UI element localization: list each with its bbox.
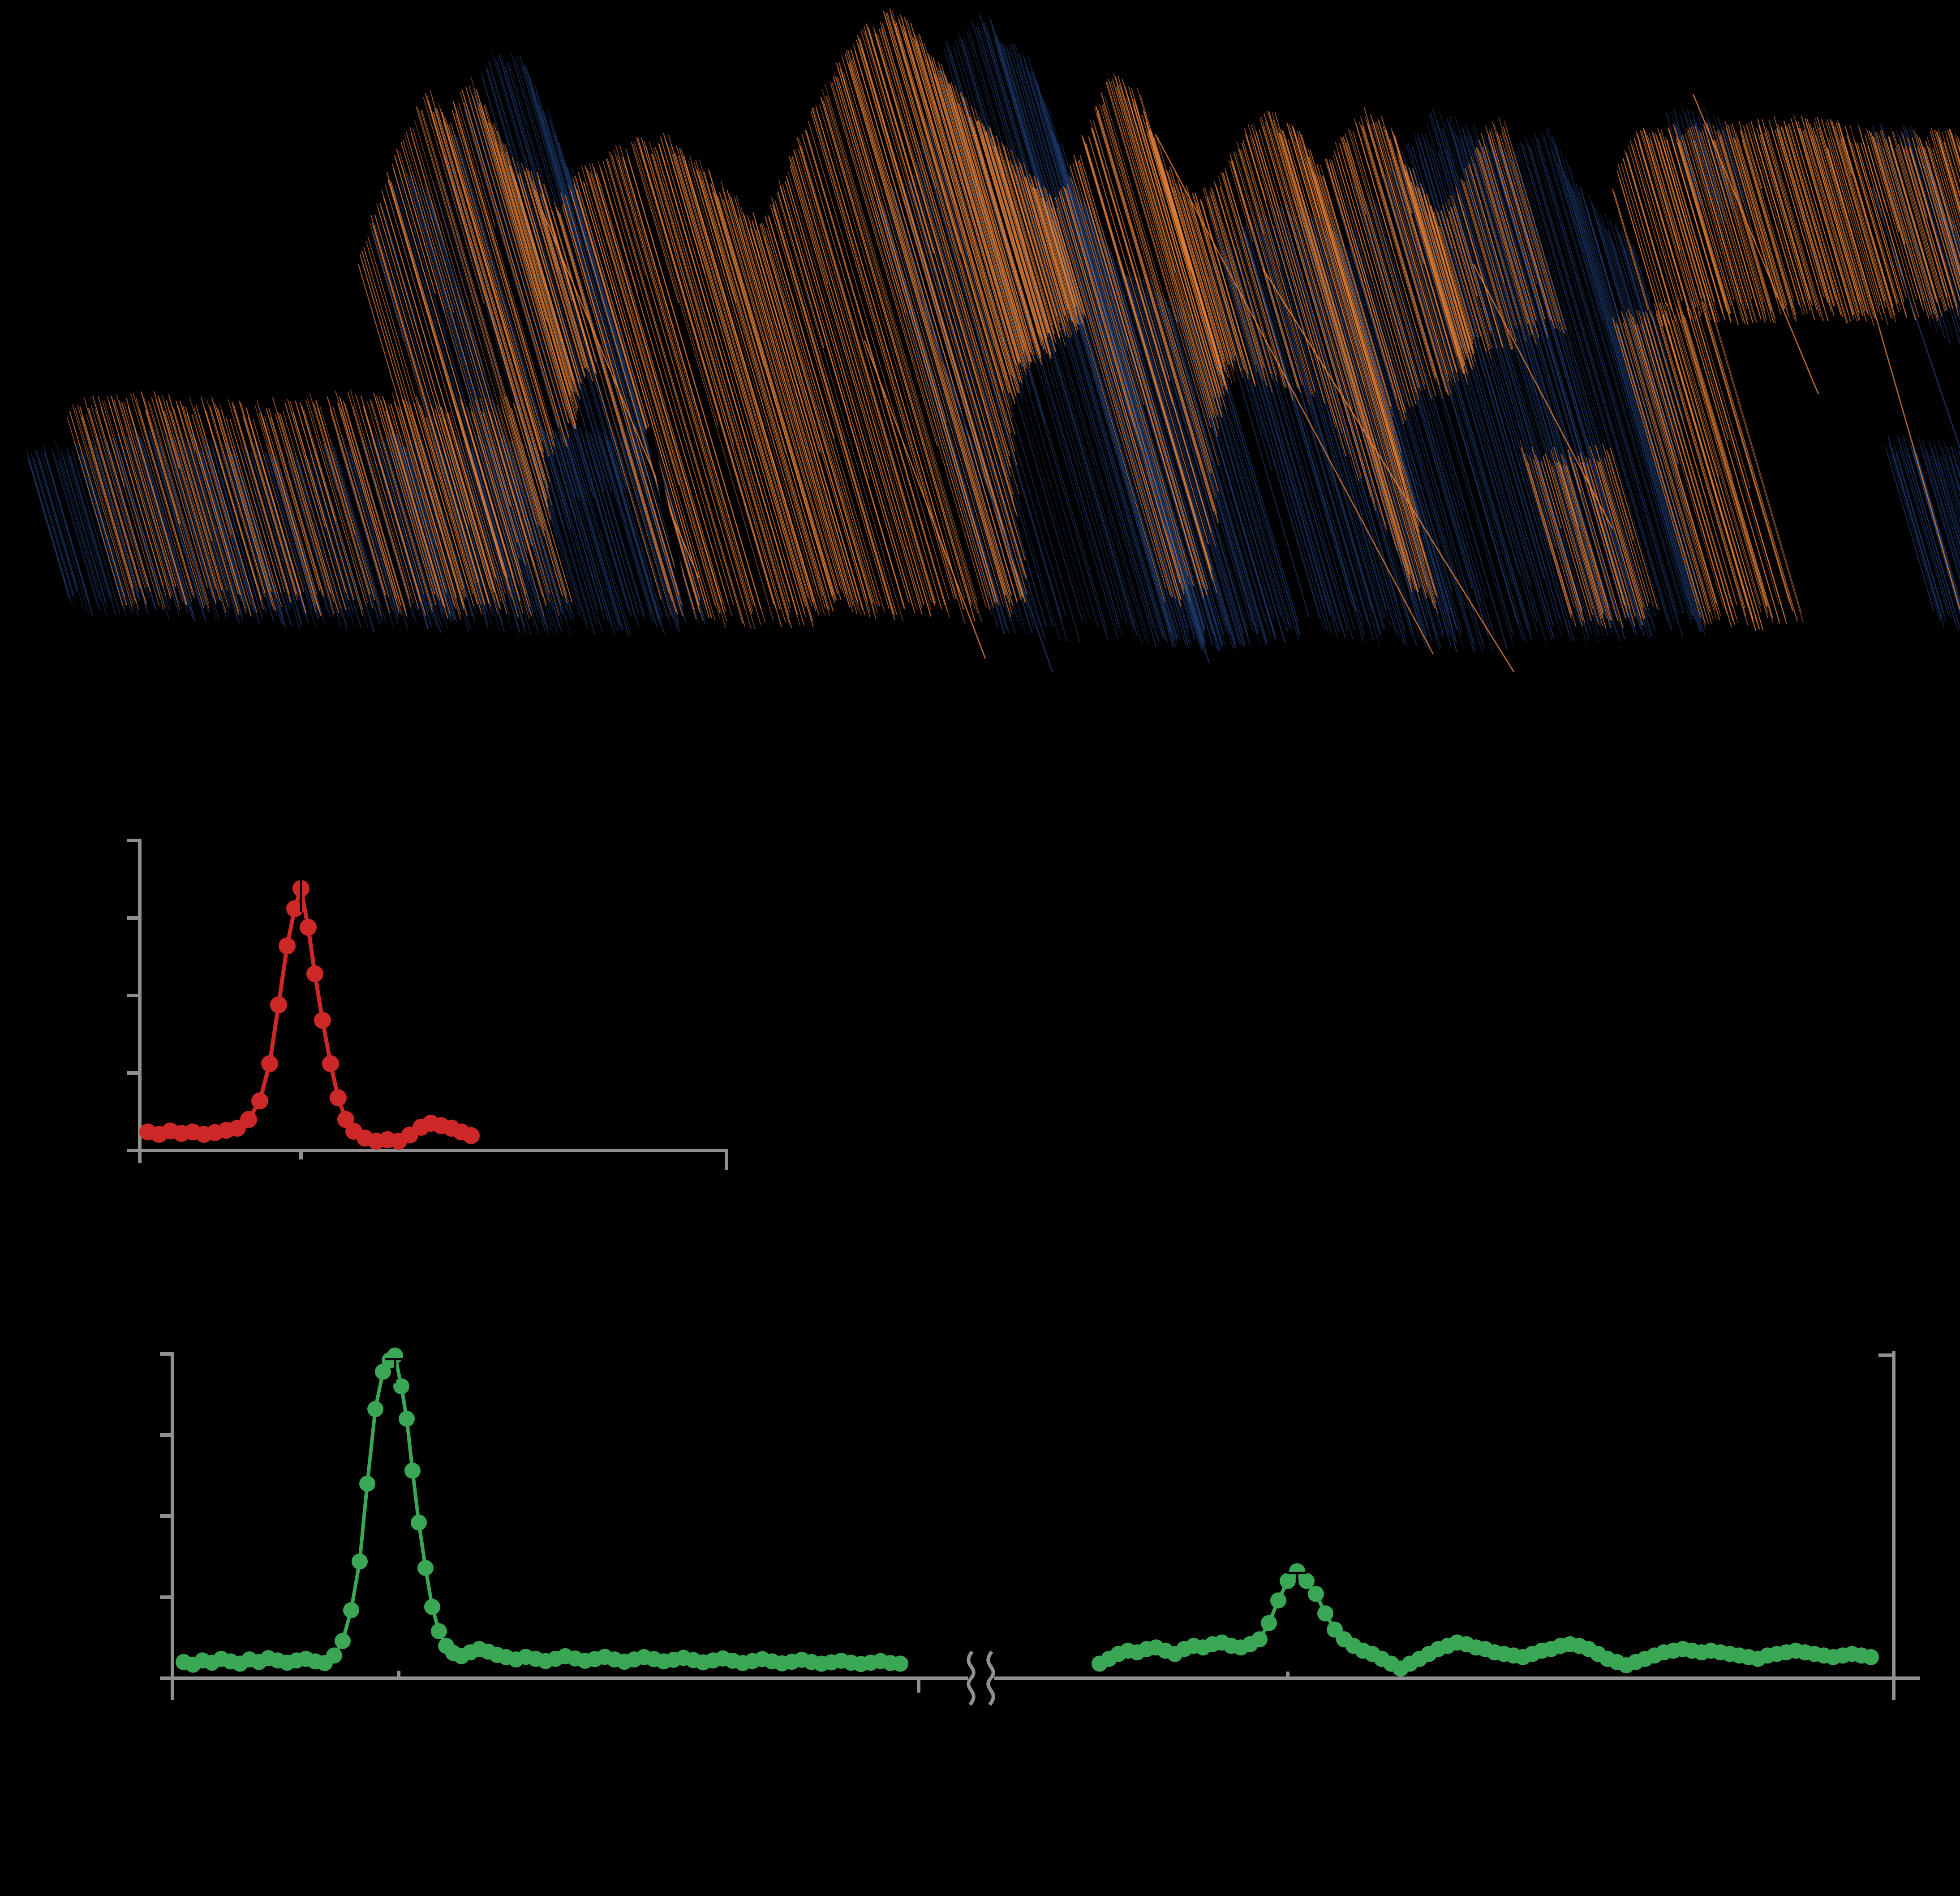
green-profile-peak-errorbar xyxy=(385,1358,405,1383)
green-profile-left-segment xyxy=(176,1347,908,1673)
axis-break-icon xyxy=(986,1650,995,1706)
axis-break-icon xyxy=(967,1650,976,1706)
trace-raster-panel xyxy=(0,0,1960,717)
green-profile-right-segment xyxy=(1092,1563,1879,1677)
green-profile-axes xyxy=(160,1351,1920,1706)
red-profile-axes xyxy=(127,839,728,1170)
red-profile-peak-errorbar xyxy=(290,876,312,912)
red-profile-series xyxy=(139,880,480,1150)
green-profile-peak-errorbar xyxy=(1287,1572,1307,1598)
